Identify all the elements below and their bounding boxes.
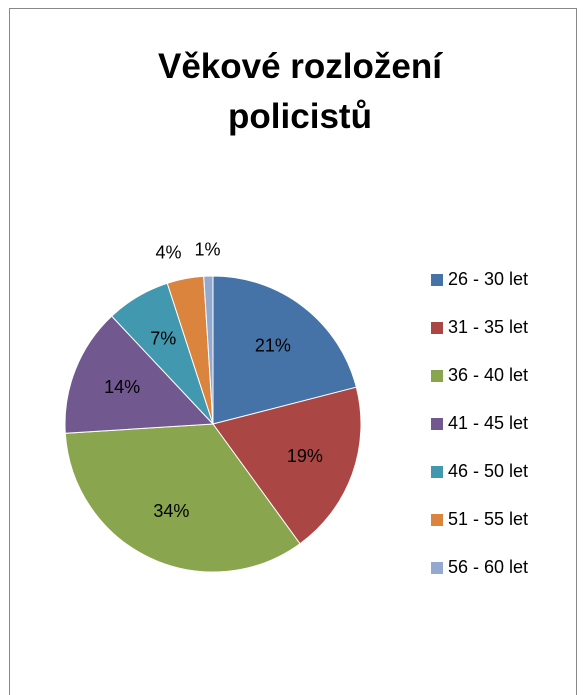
- legend-swatch: [431, 370, 443, 382]
- chart-frame: [9, 8, 577, 695]
- data-label: 1%: [195, 240, 221, 260]
- legend-label: 51 - 55 let: [448, 509, 528, 529]
- legend-swatch: [431, 466, 443, 478]
- pie-slice: [212, 275, 357, 425]
- pie-slice: [64, 315, 215, 434]
- legend-label: 41 - 45 let: [448, 413, 528, 433]
- legend-label: 31 - 35 let: [448, 317, 528, 337]
- pie-slice: [203, 275, 214, 425]
- data-label: 34%: [153, 501, 189, 521]
- legend-label: 56 - 60 let: [448, 557, 528, 577]
- legend-swatch: [431, 514, 443, 526]
- legend-label: 36 - 40 let: [448, 365, 528, 385]
- data-label: 19%: [287, 446, 323, 466]
- legend-label: 26 - 30 let: [448, 269, 528, 289]
- legend-label: 46 - 50 let: [448, 461, 528, 481]
- pie-slice: [64, 423, 301, 573]
- pie-slice: [212, 386, 362, 545]
- data-label: 21%: [255, 336, 291, 356]
- legend-swatch: [431, 562, 443, 574]
- data-label: 4%: [156, 243, 182, 263]
- legend-swatch: [431, 418, 443, 430]
- chart-title: Věkové rozložení policistů: [158, 47, 442, 136]
- data-label: 7%: [150, 329, 176, 349]
- legend-swatch: [431, 274, 443, 286]
- data-label: 14%: [104, 377, 140, 397]
- legend-swatch: [431, 322, 443, 334]
